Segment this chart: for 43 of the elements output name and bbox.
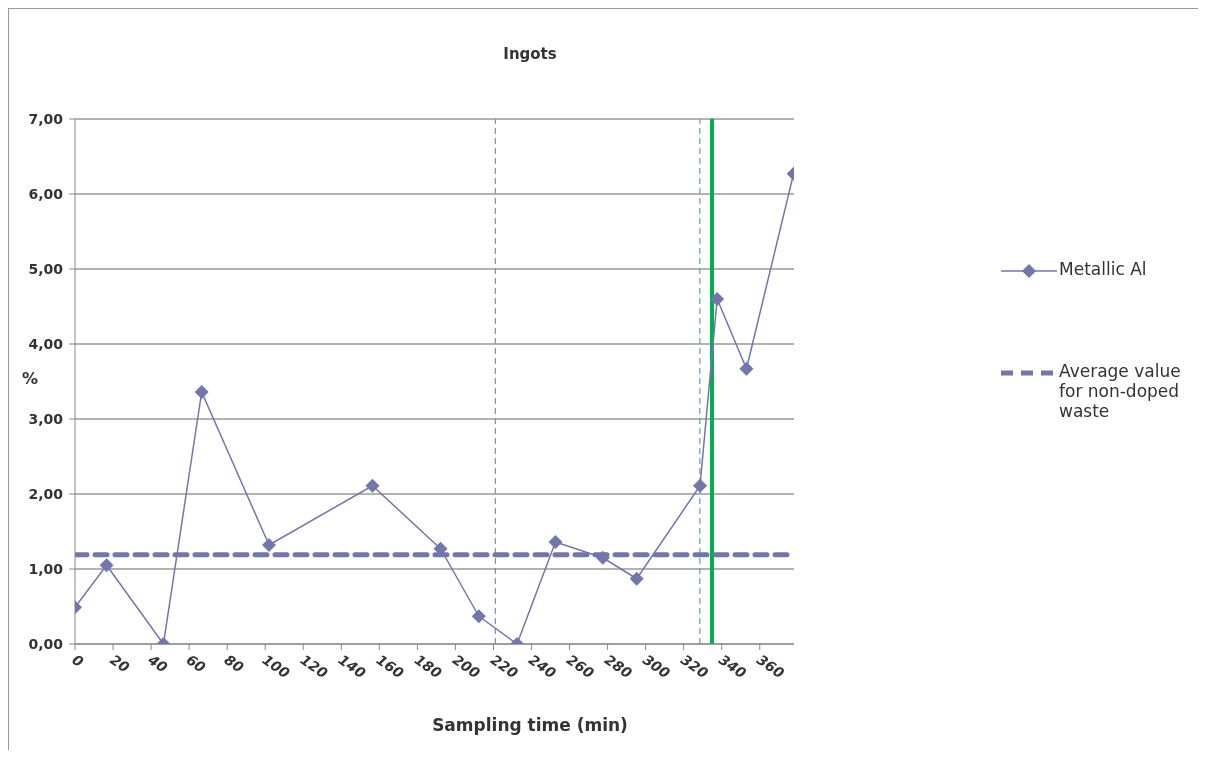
x-tick-label: 260 [563,651,598,682]
x-tick-label: 240 [525,651,560,682]
x-tick-label: 140 [335,651,369,682]
x-tick-label: 20 [107,651,133,676]
x-tick-label: 120 [297,651,331,682]
y-tick-label: 1,00 [28,561,64,577]
x-tick-label: 60 [183,651,209,676]
legend-label: Average value for non-doped waste [1059,361,1182,421]
x-tick-label: 200 [449,651,484,682]
x-tick-label: 220 [487,651,522,682]
point [595,550,610,565]
x-tick-label: 80 [221,651,247,676]
x-tick-label: 100 [259,651,293,682]
x-tick-label: 300 [639,651,674,682]
point [194,385,209,399]
y-tick-label: 0,00 [28,636,64,652]
point [710,292,725,306]
point [262,538,277,552]
point [365,478,380,493]
y-tick-label: 6,00 [28,186,64,202]
chart-title: Ingots [502,45,558,63]
legend-label: Metallic Al [1059,259,1148,279]
y-tick-label: 3,00 [28,411,64,427]
point [629,571,644,586]
y-tick-label: 7,00 [28,111,64,127]
x-tick-label: 320 [677,651,712,682]
x-tick-label: 180 [411,651,445,682]
point [471,609,486,624]
x-tick-label: 280 [601,651,636,682]
y-tick-label: 2,00 [28,486,64,502]
x-tick-label: 40 [144,650,171,676]
x-tick-label: 160 [373,651,407,682]
x-tick-label: 0 [69,651,87,671]
x-axis-title: Sampling time (min) [431,715,629,735]
x-tick-label: 340 [716,651,750,682]
point [693,478,708,493]
x-tick-label: 360 [754,651,788,682]
point [99,558,114,573]
point [548,535,563,549]
y-tick-label: 4,00 [28,336,64,352]
y-axis-title: % [22,369,39,388]
y-tick-label: 5,00 [28,261,64,277]
point [739,361,754,376]
